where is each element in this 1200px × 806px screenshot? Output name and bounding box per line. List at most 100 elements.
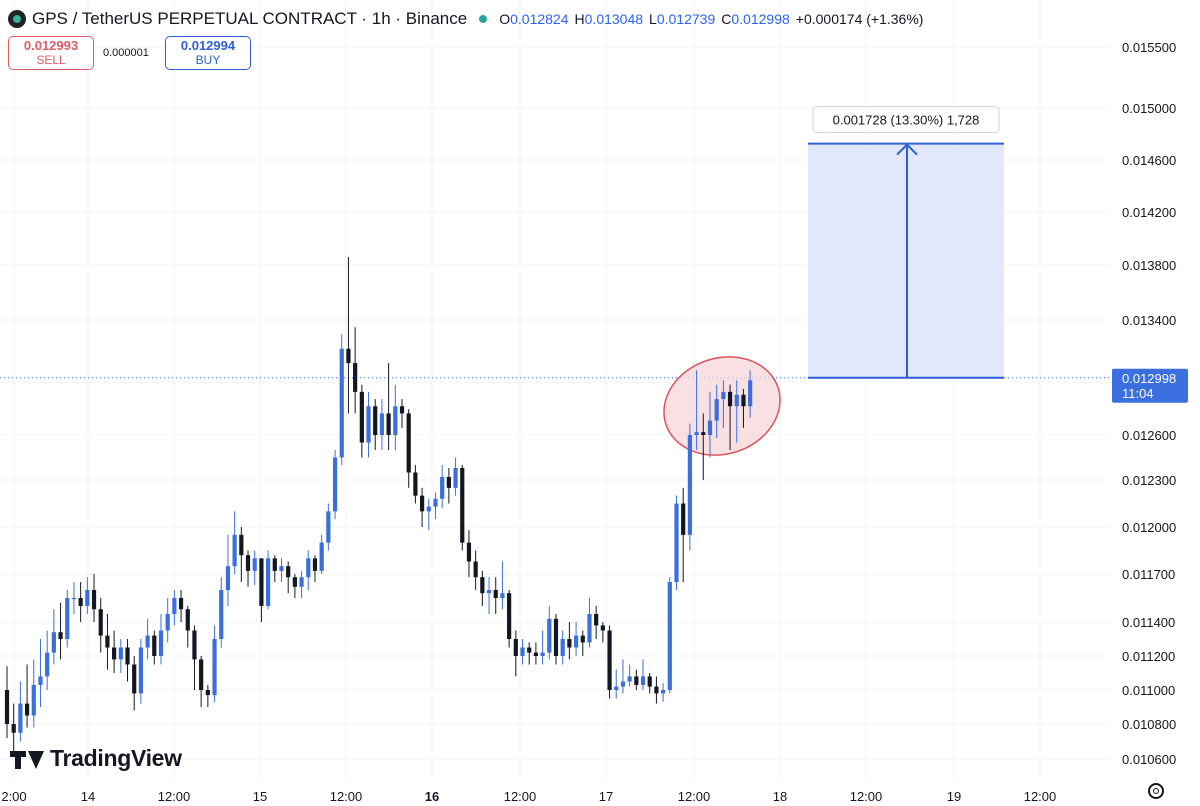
candle-body bbox=[433, 498, 438, 507]
buy-label: BUY bbox=[195, 53, 221, 67]
measure-label: 0.001728 (13.30%) 1,728 bbox=[833, 113, 980, 128]
candle-body bbox=[4, 690, 10, 724]
candle-body bbox=[138, 647, 143, 694]
candle-body bbox=[132, 664, 137, 694]
price-axis[interactable]: 0.010600 0.010800 0.011000 0.011200 0.011400… bbox=[1122, 40, 1176, 767]
symbol-logo-icon bbox=[8, 10, 26, 28]
x-tick-label: 16 bbox=[425, 789, 439, 804]
price-range-measure[interactable]: 0.001728 (13.30%) 1,728 bbox=[808, 106, 1004, 379]
y-tick-label: 0.011700 bbox=[1122, 567, 1175, 582]
candle-body bbox=[299, 577, 304, 587]
y-tick-label: 0.012600 bbox=[1122, 428, 1176, 443]
candle-body bbox=[687, 435, 692, 535]
candle-body bbox=[219, 590, 224, 639]
candle-body bbox=[734, 394, 739, 407]
candle-body bbox=[326, 511, 331, 543]
buy-button[interactable]: 0.012994 BUY bbox=[165, 36, 251, 70]
candle-body bbox=[312, 558, 318, 571]
candle-body bbox=[741, 394, 746, 407]
market-status-icon bbox=[479, 15, 488, 23]
tradingview-logo-icon bbox=[10, 748, 44, 770]
candle-body bbox=[386, 413, 391, 435]
candle-body bbox=[500, 593, 505, 598]
candle-body bbox=[51, 632, 56, 653]
candle-body bbox=[78, 598, 83, 606]
y-tick-label: 0.010600 bbox=[1122, 752, 1176, 767]
candle-body bbox=[91, 590, 97, 610]
candle-body bbox=[38, 676, 43, 685]
tradingview-brand: TradingView bbox=[50, 745, 182, 771]
candle-body bbox=[460, 468, 465, 543]
candle-body bbox=[31, 684, 36, 716]
candle-body bbox=[620, 681, 626, 687]
candle-body bbox=[292, 577, 297, 587]
candle-body bbox=[440, 477, 445, 499]
candle-body bbox=[145, 635, 150, 648]
candle-body bbox=[185, 609, 190, 631]
candle-body bbox=[627, 676, 632, 682]
candle-body bbox=[319, 542, 324, 571]
y-tick-label: 0.015000 bbox=[1122, 101, 1176, 116]
sell-button[interactable]: 0.012993 SELL bbox=[8, 36, 94, 70]
candle-body bbox=[580, 635, 585, 643]
candle-body bbox=[359, 391, 364, 443]
candle-body bbox=[232, 534, 237, 567]
x-tick-label: 18 bbox=[773, 789, 787, 804]
y-tick-label: 0.011400 bbox=[1122, 615, 1175, 630]
candle-body bbox=[65, 598, 70, 639]
price-badge-box bbox=[1112, 368, 1188, 403]
y-tick-label: 0.011200 bbox=[1122, 649, 1175, 664]
candle-body bbox=[192, 630, 197, 660]
x-tick-label: 2:00 bbox=[1, 789, 26, 804]
candle-body bbox=[279, 566, 284, 571]
x-tick-label: 12:00 bbox=[504, 789, 537, 804]
candle-body bbox=[393, 406, 398, 435]
candle-body bbox=[24, 703, 30, 716]
candle-body bbox=[466, 542, 472, 562]
x-tick-label: 15 bbox=[253, 789, 267, 804]
candle-body bbox=[332, 457, 338, 512]
candle-body bbox=[486, 590, 492, 594]
x-tick-label: 12:00 bbox=[158, 789, 191, 804]
candle-body bbox=[453, 468, 458, 488]
candle-body bbox=[587, 614, 592, 643]
symbol-title[interactable]: GPS / TetherUS PERPETUAL CONTRACT · 1h ·… bbox=[32, 9, 468, 28]
gear-icon[interactable] bbox=[1148, 783, 1164, 799]
buy-price: 0.012994 bbox=[180, 38, 236, 53]
candle-body bbox=[71, 598, 77, 599]
candle-body bbox=[379, 413, 385, 435]
candle-body bbox=[661, 690, 666, 694]
candle-body bbox=[748, 380, 753, 407]
candle-body bbox=[406, 413, 411, 473]
candle-body bbox=[714, 399, 719, 421]
candle-body bbox=[634, 676, 639, 685]
time-axis[interactable]: 2:00 14 12:00 15 12:00 16 12:00 17 12:00 18 12:00 1… bbox=[1, 789, 1056, 804]
x-tick-label: 12:00 bbox=[1024, 789, 1057, 804]
candle-body bbox=[165, 614, 170, 631]
candle-body bbox=[252, 558, 257, 571]
candle-body bbox=[118, 647, 123, 660]
x-tick-label: 12:00 bbox=[850, 789, 883, 804]
chart-header: GPS / TetherUS PERPETUAL CONTRACT · 1h ·… bbox=[8, 6, 929, 32]
candle-body bbox=[105, 635, 110, 648]
candle-body bbox=[353, 363, 358, 392]
x-tick-label: 19 bbox=[947, 789, 961, 804]
sell-price: 0.012993 bbox=[23, 38, 79, 53]
candle-body bbox=[286, 566, 291, 578]
candle-body bbox=[112, 647, 117, 660]
candle-body bbox=[707, 420, 713, 435]
candle-body bbox=[346, 348, 351, 364]
candle-body bbox=[493, 590, 498, 598]
candle-body bbox=[178, 598, 184, 610]
candle-body bbox=[225, 566, 231, 590]
tradingview-logo[interactable]: TradingView bbox=[10, 745, 182, 772]
candle-body bbox=[553, 618, 559, 656]
candle-body bbox=[681, 503, 686, 535]
candle-body bbox=[272, 558, 277, 571]
candle-body bbox=[607, 630, 612, 690]
candle-body bbox=[694, 432, 699, 435]
measure-arrowhead bbox=[896, 143, 918, 156]
price-badge-countdown: 11:04 bbox=[1122, 386, 1154, 401]
current-price-badge: 0.012998 11:04 bbox=[1112, 368, 1188, 403]
